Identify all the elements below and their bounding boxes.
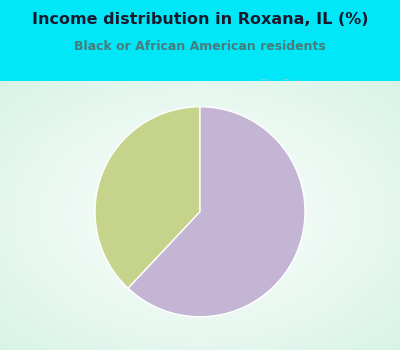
Text: Income distribution in Roxana, IL (%): Income distribution in Roxana, IL (%) — [32, 12, 368, 27]
Text: $40k: $40k — [28, 156, 118, 180]
Text: City-Data.com: City-Data.com — [259, 79, 333, 89]
Text: Black or African American residents: Black or African American residents — [74, 40, 326, 53]
Wedge shape — [128, 107, 305, 317]
Wedge shape — [95, 107, 200, 288]
Text: $20k: $20k — [334, 247, 389, 260]
